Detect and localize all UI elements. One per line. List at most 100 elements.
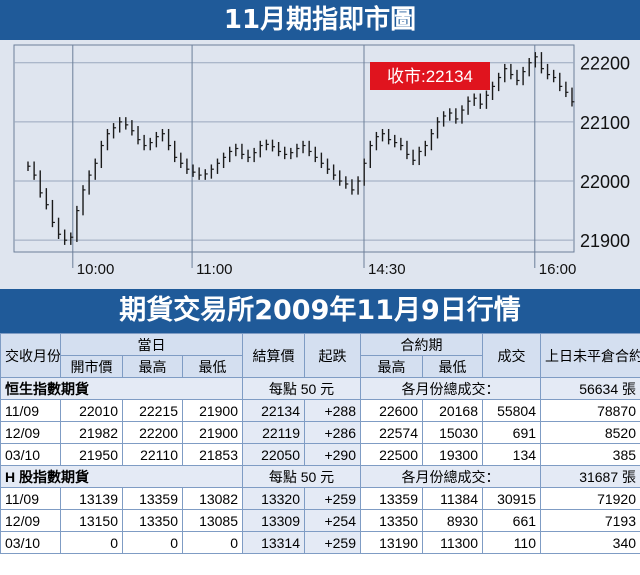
total-volume-label: 各月份總成交： <box>360 465 542 488</box>
axes: 21900 22000 22100 22200 10:00 11:00 14:30 16:00 <box>77 54 630 278</box>
table-cell: 20168 <box>422 399 484 422</box>
table-cell: 55804 <box>482 399 542 422</box>
table-cell: 22119 <box>242 421 306 444</box>
table-cell: 340 <box>540 531 640 554</box>
col-settle-header: 結算價 <box>242 333 306 378</box>
table-cell: 03/10 <box>0 531 61 554</box>
close-badge-text: 收市:22134 <box>387 67 473 86</box>
table-cell: 19300 <box>422 443 484 466</box>
table-cell: 13350 <box>122 509 183 532</box>
total-volume-label: 各月份總成交： <box>360 377 542 400</box>
table-cell: 13139 <box>60 487 123 510</box>
x-tick-label: 16:00 <box>539 261 577 278</box>
x-tick-label: 11:00 <box>196 261 232 278</box>
table-cell: 0 <box>60 531 123 554</box>
table-cell: 13082 <box>181 487 244 510</box>
futures-quote-table: 交收月份當日結算價起跌合約期成交上日未平倉合約(張)開市價最高最低最高最低恒生指… <box>0 333 640 554</box>
y-tick-label: 22000 <box>580 172 630 192</box>
section-name: H 股指數期貨 <box>0 465 244 488</box>
table-cell: 11/09 <box>0 487 61 510</box>
close-badge: 收市:22134 <box>370 62 490 90</box>
table-cell: 13314 <box>242 531 306 554</box>
table-cell: 8930 <box>422 509 484 532</box>
table-cell: 11300 <box>422 531 484 554</box>
table-row: 03/10 0 0 0 13314 +259 13190 11300 110 340 <box>0 531 640 554</box>
table-cell: 661 <box>482 509 542 532</box>
col-c_high-header: 最高 <box>360 355 424 378</box>
table-row: 12/09 21982 22200 21900 22119 +286 22574 15030 6… <box>0 421 640 444</box>
table-cell: 21982 <box>60 421 123 444</box>
table-cell: 110 <box>482 531 542 554</box>
table-cell: 22600 <box>360 399 424 422</box>
table-cell: 12/09 <box>0 421 61 444</box>
table-cell: 78870 <box>540 399 640 422</box>
table-cell: 22010 <box>60 399 123 422</box>
header-row: 開市價 最高 最低 最高 最低 <box>1 355 640 378</box>
table-cell: 22215 <box>122 399 183 422</box>
table-cell: 13359 <box>360 487 424 510</box>
table-cell: 0 <box>181 531 244 554</box>
table-cell: 13359 <box>122 487 183 510</box>
table-cell: 13350 <box>360 509 424 532</box>
table-cell: 21900 <box>181 421 244 444</box>
table-cell: 71920 <box>540 487 640 510</box>
total-volume-value: 56634 張 <box>540 377 640 400</box>
chart-title: 11月期指即市圖 <box>0 0 640 40</box>
table-cell: +254 <box>304 509 362 532</box>
col-high-header: 最高 <box>122 355 183 378</box>
x-tick-label: 14:30 <box>368 261 406 278</box>
table-cell: +259 <box>304 487 362 510</box>
table-row: 11/09 22010 22215 21900 22134 +288 22600 20168 5… <box>0 399 640 422</box>
table-row: 03/10 21950 22110 21853 22050 +290 22500 19300 1… <box>0 443 640 466</box>
col-volume-header: 成交 <box>482 333 542 378</box>
price-series <box>27 52 575 245</box>
section-row: 恒生指數期貨 每點 50 元各月份總成交： 56634 張 <box>0 377 640 400</box>
table-cell: 12/09 <box>0 509 61 532</box>
table-cell: 7193 <box>540 509 640 532</box>
y-tick-label: 22100 <box>580 113 630 133</box>
table-cell: 22050 <box>242 443 306 466</box>
table-cell: 30915 <box>482 487 542 510</box>
table-cell: 13150 <box>60 509 123 532</box>
table-cell: 03/10 <box>0 443 61 466</box>
table-cell: +290 <box>304 443 362 466</box>
table-cell: 691 <box>482 421 542 444</box>
intraday-chart: 21900 22000 22100 22200 10:00 11:00 14:30 16:00… <box>13 44 630 278</box>
table-cell: 13085 <box>181 509 244 532</box>
section-name: 恒生指數期貨 <box>0 377 244 400</box>
total-volume-value: 31687 張 <box>540 465 640 488</box>
table-row: 12/09 13150 13350 13085 13309 +254 13350 8930 66… <box>0 509 640 532</box>
table-cell: 21900 <box>181 399 244 422</box>
table-cell: 13190 <box>360 531 424 554</box>
table-title: 期貨交易所2009年11月9日行情 <box>0 289 640 333</box>
table-cell: 0 <box>122 531 183 554</box>
table-cell: 22500 <box>360 443 424 466</box>
per-point-label: 每點 50 元 <box>242 465 362 488</box>
table-cell: 22200 <box>122 421 183 444</box>
col-c_low-header: 最低 <box>422 355 484 378</box>
table-cell: 22110 <box>122 443 183 466</box>
col-contract-header: 合約期 <box>360 333 484 356</box>
col-low-header: 最低 <box>181 355 244 378</box>
table-cell: 8520 <box>540 421 640 444</box>
per-point-label: 每點 50 元 <box>242 377 362 400</box>
table-cell: 22574 <box>360 421 424 444</box>
table-cell: 134 <box>482 443 542 466</box>
table-cell: 15030 <box>422 421 484 444</box>
col-month-header: 交收月份 <box>0 333 61 378</box>
col-oi-header: 上日未平倉合約(張) <box>540 333 640 378</box>
grid <box>14 45 574 268</box>
chart-panel: 21900 22000 22100 22200 10:00 11:00 14:30 16:00… <box>0 40 640 289</box>
table-cell: +286 <box>304 421 362 444</box>
table-cell: 21950 <box>60 443 123 466</box>
table-cell: +288 <box>304 399 362 422</box>
table-cell: 13309 <box>242 509 306 532</box>
col-change-header: 起跌 <box>304 333 362 378</box>
table-cell: 22134 <box>242 399 306 422</box>
section-row: H 股指數期貨 每點 50 元各月份總成交： 31687 張 <box>0 465 640 488</box>
header-row: 交收月份當日結算價起跌合約期成交上日未平倉合約(張) <box>0 333 640 378</box>
col-open-header: 開市價 <box>60 355 123 378</box>
table-cell: 385 <box>540 443 640 466</box>
table-cell: 13320 <box>242 487 306 510</box>
y-tick-label: 21900 <box>580 231 630 251</box>
